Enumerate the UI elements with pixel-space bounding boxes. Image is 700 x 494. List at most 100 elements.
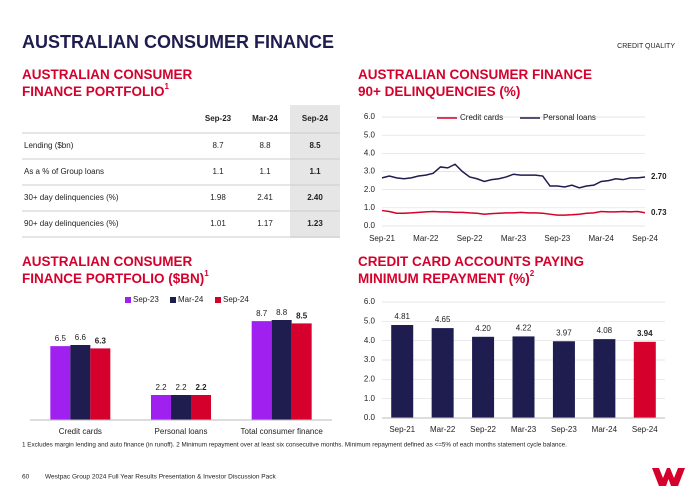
legend-label: Personal loans (543, 113, 596, 122)
x-tick-label: Mar-22 (430, 425, 456, 434)
row-label: 30+ day delinquencies (%) (24, 193, 119, 202)
cell: 8.7 (212, 141, 224, 150)
value-label: 4.20 (475, 324, 491, 333)
slide-title: AUSTRALIAN CONSUMER FINANCE (22, 32, 334, 52)
page-number: 60 (22, 474, 30, 481)
footnote: 1 Excludes margin lending and auto finan… (22, 442, 567, 449)
x-tick-label: Sep-22 (470, 425, 496, 434)
bar (472, 336, 495, 418)
section-title: AUSTRALIAN CONSUMER FINANCE (358, 67, 592, 82)
title-line: AUSTRALIAN CONSUMER (22, 67, 192, 82)
value-label: 4.08 (597, 326, 613, 335)
section-title: FINANCE PORTFOLIO1 (22, 82, 170, 98)
y-tick-label: 5.0 (364, 316, 376, 325)
x-tick-label: Sep-24 (632, 234, 658, 243)
cell: 1.01 (210, 219, 226, 228)
cell: 1.1 (212, 167, 224, 176)
bar (191, 395, 211, 420)
bar (291, 323, 312, 420)
bar (171, 395, 191, 420)
bar (512, 336, 535, 418)
title-line: AUSTRALIAN CONSUMER (22, 254, 192, 269)
title-line: 90+ DELINQUENCIES (%) (358, 84, 520, 99)
bar (552, 341, 575, 418)
section-title: FINANCE PORTFOLIO ($BN)1 (22, 269, 209, 285)
bar (50, 346, 71, 420)
legend-swatch (170, 297, 176, 303)
x-tick-label: Sep-21 (369, 234, 395, 243)
y-tick-label: 0.0 (364, 221, 376, 230)
value-label: 2.70 (651, 172, 667, 181)
y-tick-label: 3.0 (364, 167, 376, 176)
legend-swatch (215, 297, 221, 303)
footer-text: Westpac Group 2024 Full Year Results Pre… (45, 474, 276, 481)
legend-label: Sep-24 (223, 295, 249, 304)
highlight-column (290, 105, 340, 238)
y-tick-label: 3.0 (364, 355, 376, 364)
y-tick-label: 6.0 (364, 297, 376, 306)
line-series (381, 209, 646, 216)
value-label: 2.2 (175, 383, 187, 392)
title-line: CREDIT CARD ACCOUNTS PAYING (358, 254, 584, 269)
legend-swatch (125, 297, 131, 303)
x-tick-label: Mar-24 (592, 425, 618, 434)
bar (151, 395, 171, 420)
value-label: 6.3 (95, 337, 107, 346)
value-label: 3.97 (556, 328, 572, 337)
bar (70, 345, 91, 420)
x-tick-label: Sep-24 (632, 425, 658, 434)
title-note: 1 (165, 82, 170, 91)
value-label: 2.2 (195, 383, 207, 392)
line-series (381, 163, 646, 189)
title-note: 1 (204, 269, 209, 278)
y-tick-label: 5.0 (364, 130, 376, 139)
title-line: FINANCE PORTFOLIO (22, 84, 165, 99)
section-title: AUSTRALIAN CONSUMER (22, 67, 192, 82)
cell: 1.17 (257, 219, 273, 228)
cell: 8.5 (309, 141, 321, 150)
value-label: 6.5 (55, 334, 67, 343)
x-tick-label: Sep-23 (544, 234, 570, 243)
cell: 1.1 (259, 167, 271, 176)
x-tick-label: Personal loans (155, 427, 208, 436)
bar (593, 339, 616, 418)
bar (633, 341, 656, 418)
value-label: 8.5 (296, 312, 308, 321)
value-label: 0.73 (651, 208, 667, 217)
cell: 1.23 (307, 219, 323, 228)
value-label: 8.8 (276, 308, 288, 317)
legend-label: Sep-23 (133, 295, 159, 304)
bar (90, 348, 111, 420)
section-title: 90+ DELINQUENCIES (%) (358, 84, 520, 99)
column-header: Sep-23 (205, 114, 232, 123)
y-tick-label: 1.0 (364, 203, 376, 212)
column-header: Sep-24 (302, 114, 329, 123)
x-tick-label: Mar-23 (511, 425, 537, 434)
y-tick-label: 4.0 (364, 336, 376, 345)
y-tick-label: 1.0 (364, 394, 376, 403)
column-header: Mar-24 (252, 114, 278, 123)
x-tick-label: Total consumer finance (241, 427, 324, 436)
section-title: CREDIT CARD ACCOUNTS PAYING (358, 254, 584, 269)
title-line: FINANCE PORTFOLIO ($BN) (22, 271, 204, 286)
y-tick-label: 2.0 (364, 374, 376, 383)
y-tick-label: 0.0 (364, 413, 376, 422)
bar (251, 321, 272, 420)
x-tick-label: Sep-22 (457, 234, 483, 243)
x-tick-label: Sep-21 (389, 425, 415, 434)
legend-label: Credit cards (460, 113, 503, 122)
y-tick-label: 2.0 (364, 185, 376, 194)
title-line: AUSTRALIAN CONSUMER FINANCE (358, 67, 592, 82)
value-label: 2.2 (155, 383, 167, 392)
bar (271, 320, 292, 420)
cell: 2.41 (257, 193, 273, 202)
x-tick-label: Credit cards (59, 427, 102, 436)
cell: 2.40 (307, 193, 323, 202)
legend-label: Mar-24 (178, 295, 204, 304)
cell: 1.1 (309, 167, 321, 176)
x-tick-label: Sep-23 (551, 425, 577, 434)
section-title: MINIMUM REPAYMENT (%)2 (358, 269, 535, 285)
value-label: 4.22 (516, 324, 532, 333)
x-tick-label: Mar-23 (501, 234, 527, 243)
